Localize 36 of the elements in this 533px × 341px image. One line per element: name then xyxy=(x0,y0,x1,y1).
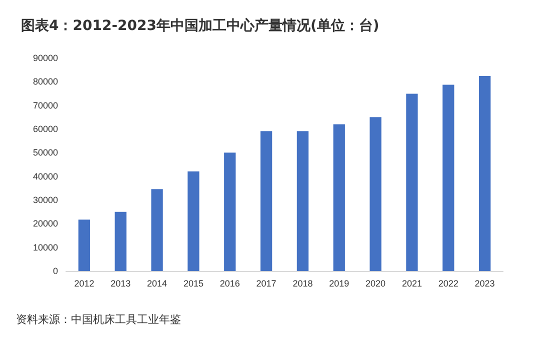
y-tick-label: 0 xyxy=(52,266,58,276)
x-tick-label: 2012 xyxy=(74,278,94,288)
bar xyxy=(478,76,491,271)
x-tick-label: 2015 xyxy=(183,278,204,288)
bar xyxy=(370,117,382,271)
x-tick-label: 2018 xyxy=(292,278,313,288)
y-tick-label: 20000 xyxy=(32,218,58,229)
bar xyxy=(224,152,236,271)
bar xyxy=(442,84,454,271)
y-tick-label: 30000 xyxy=(32,195,58,205)
x-tick-label: 2013 xyxy=(110,278,131,288)
bar xyxy=(188,171,200,271)
x-tick-label: 2022 xyxy=(438,278,458,288)
y-tick-label: 80000 xyxy=(32,76,58,87)
x-tick-label: 2023 xyxy=(474,278,495,288)
x-tick-label: 2019 xyxy=(329,278,350,288)
bar xyxy=(151,189,163,271)
y-tick-label: 50000 xyxy=(32,148,58,158)
x-tick-label: 2020 xyxy=(366,278,386,288)
bar xyxy=(114,212,126,271)
bar xyxy=(260,131,272,271)
bar xyxy=(78,220,90,271)
bar xyxy=(406,94,418,271)
x-tick-label: 2014 xyxy=(147,278,168,288)
x-tick-label: 2017 xyxy=(256,278,276,288)
bar xyxy=(333,124,345,271)
x-tick-label: 2016 xyxy=(220,278,240,288)
y-tick-label: 40000 xyxy=(32,171,58,182)
y-tick-label: 60000 xyxy=(32,124,58,134)
x-tick-label: 2021 xyxy=(402,278,422,288)
y-tick-label: 10000 xyxy=(32,242,58,252)
y-tick-label: 70000 xyxy=(32,100,58,110)
y-tick-label: 90000 xyxy=(32,53,58,63)
bar xyxy=(296,131,309,271)
chart-title: 图表4：2012-2023年中国加工中心产量情况(单位：台) xyxy=(21,17,380,34)
text: 资料来源：中国机床工具工业年鉴 xyxy=(16,313,181,326)
